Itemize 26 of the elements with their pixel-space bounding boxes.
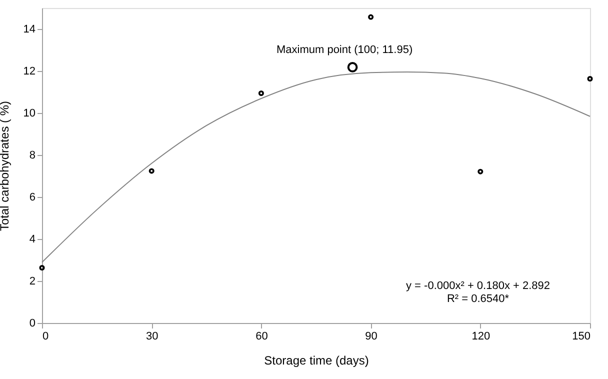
x-tick-label: 30 bbox=[146, 330, 158, 342]
point bbox=[587, 76, 593, 82]
y-tick-label: 12 bbox=[23, 66, 36, 78]
y-tick-label: 6 bbox=[29, 192, 36, 204]
y-tick-label: 2 bbox=[29, 276, 36, 288]
point bbox=[258, 90, 264, 96]
x-tick-label: 120 bbox=[472, 330, 490, 342]
x-tick-label: 90 bbox=[365, 330, 378, 342]
y-tick-label: 4 bbox=[29, 234, 36, 246]
y-tick-label: 14 bbox=[23, 24, 36, 36]
y-tick-label: 8 bbox=[29, 150, 36, 162]
point bbox=[148, 168, 154, 174]
annotation: y = -0.000x² + 0.180x + 2.892 bbox=[406, 280, 550, 292]
point bbox=[478, 168, 484, 174]
point bbox=[368, 14, 374, 20]
point bbox=[39, 265, 45, 271]
x-tick-label: 0 bbox=[42, 330, 49, 342]
x-axis-title: Storage time (days) bbox=[264, 354, 369, 368]
y-tick-label: 10 bbox=[23, 108, 36, 120]
x-tick-label: 150 bbox=[572, 330, 590, 342]
annotation: R² = 0.6540* bbox=[446, 293, 510, 305]
y-tick-label: 0 bbox=[29, 318, 36, 330]
x-tick-label: 60 bbox=[256, 330, 268, 342]
y-axis-title: Total carbohydrates ( %) bbox=[0, 100, 12, 232]
line-series bbox=[42, 72, 590, 263]
annotation: Maximum point (100; 11.95) bbox=[276, 44, 413, 56]
